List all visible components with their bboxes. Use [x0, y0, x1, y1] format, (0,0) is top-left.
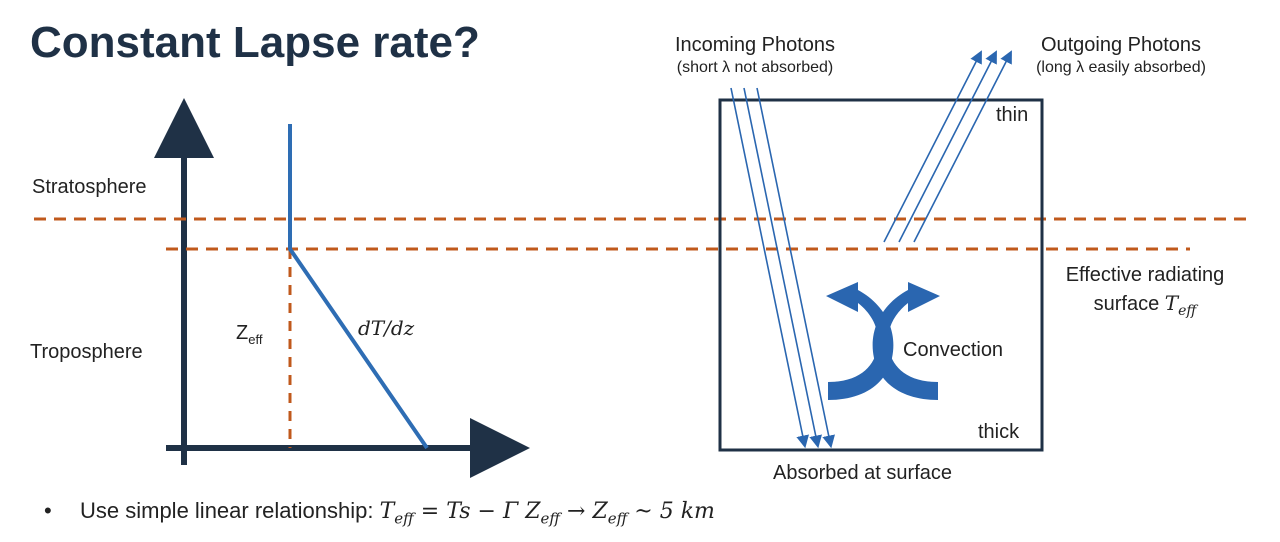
- incoming-photon-ray: [730, 87, 809, 449]
- stratosphere-label: Stratosphere: [32, 176, 147, 198]
- incoming-photon-ray: [756, 87, 835, 449]
- temperature-profile-line: [288, 124, 429, 450]
- zeff-label: Zeff: [236, 322, 263, 347]
- bullet-relationship: • Use simple linear relationship: Teff = …: [44, 498, 715, 528]
- thin-label: thin: [996, 104, 1029, 126]
- outgoing-photons-title: Outgoing Photons (long λ easily absorbed…: [1036, 34, 1206, 76]
- convection-arrows-icon: [826, 282, 940, 400]
- troposphere-label: Troposphere: [30, 341, 143, 363]
- incoming-photons-title: Incoming Photons (short λ not absorbed): [674, 34, 836, 76]
- slope-label: dT/dz: [358, 316, 415, 340]
- absorbed-at-surface-label: Absorbed at surface: [773, 462, 952, 484]
- incoming-photon-ray: [743, 87, 822, 449]
- effective-radiating-surface-label: Effective radiating surface Teff: [1065, 264, 1225, 319]
- thick-label: thick: [978, 421, 1020, 443]
- outgoing-photon-ray: [883, 50, 982, 243]
- outgoing-photon-ray: [898, 50, 997, 243]
- bullet-dot-icon: •: [44, 498, 52, 523]
- atmosphere-box: [718, 98, 1044, 452]
- convection-label: Convection: [903, 339, 1004, 361]
- slide-title: Constant Lapse rate?: [30, 18, 480, 67]
- outgoing-photon-ray: [913, 50, 1012, 243]
